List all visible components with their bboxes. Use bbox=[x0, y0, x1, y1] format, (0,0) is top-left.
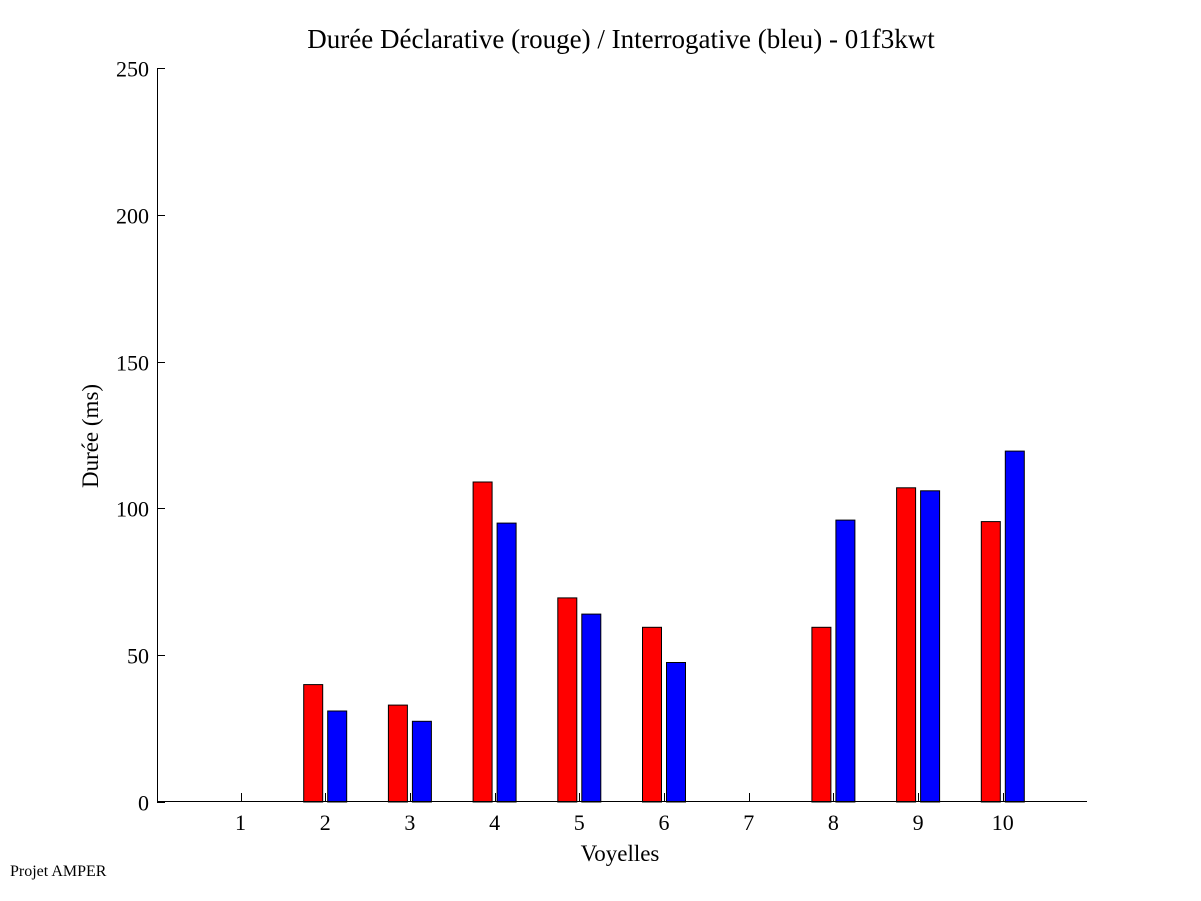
y-tick-label: 50 bbox=[127, 644, 149, 669]
y-tick-label: 250 bbox=[116, 57, 149, 82]
bar-series-1-voyelle-3 bbox=[387, 704, 408, 803]
y-axis-label: Durée (ms) bbox=[78, 384, 103, 488]
bar-series-1-voyelle-4 bbox=[472, 481, 493, 803]
y-ticks: 0 50 100 150 200 250 bbox=[116, 57, 165, 816]
bar-series-2-voyelle-6 bbox=[666, 662, 686, 803]
bar-series-2-voyelle-10 bbox=[1004, 450, 1025, 803]
x-tick-label: 5 bbox=[574, 810, 585, 835]
x-tick-label: 6 bbox=[659, 810, 670, 835]
x-ticks: 1 2 3 4 5 6 7 8 9 10 bbox=[235, 793, 1014, 835]
y-tick-label: 200 bbox=[116, 204, 149, 229]
footer-note: Projet AMPER bbox=[10, 863, 107, 880]
bar-series-2-voyelle-2 bbox=[327, 710, 348, 803]
x-tick-label: 9 bbox=[913, 810, 924, 835]
bar-series-1-voyelle-2 bbox=[303, 684, 324, 803]
bar-series-1-voyelle-9 bbox=[896, 487, 917, 803]
bar-series-2-voyelle-3 bbox=[411, 720, 432, 803]
x-axis-label: Voyelles bbox=[581, 841, 660, 866]
bar-series-2-voyelle-5 bbox=[581, 613, 602, 803]
x-tick-label: 8 bbox=[828, 810, 839, 835]
bar-series-1-voyelle-5 bbox=[557, 597, 578, 803]
x-tick-label: 1 bbox=[235, 810, 246, 835]
bar-series-1-voyelle-10 bbox=[980, 521, 1001, 803]
x-tick-label: 2 bbox=[320, 810, 331, 835]
x-tick-label: 10 bbox=[992, 810, 1014, 835]
bars-layer bbox=[303, 450, 1025, 803]
bar-series-2-voyelle-4 bbox=[496, 522, 517, 803]
x-tick-label: 3 bbox=[404, 810, 415, 835]
axes bbox=[157, 68, 1087, 802]
bar-series-2-voyelle-8 bbox=[835, 519, 856, 803]
bar-series-2-voyelle-9 bbox=[920, 490, 941, 803]
y-tick-label: 150 bbox=[116, 351, 149, 376]
y-tick-label: 0 bbox=[138, 791, 149, 816]
x-tick-label: 7 bbox=[743, 810, 754, 835]
bar-series-1-voyelle-6 bbox=[642, 626, 662, 803]
x-tick-label: 4 bbox=[489, 810, 500, 835]
bar-series-1-voyelle-8 bbox=[811, 626, 832, 803]
chart-title: Durée Déclarative (rouge) / Interrogativ… bbox=[307, 24, 935, 54]
y-tick-label: 100 bbox=[116, 497, 149, 522]
